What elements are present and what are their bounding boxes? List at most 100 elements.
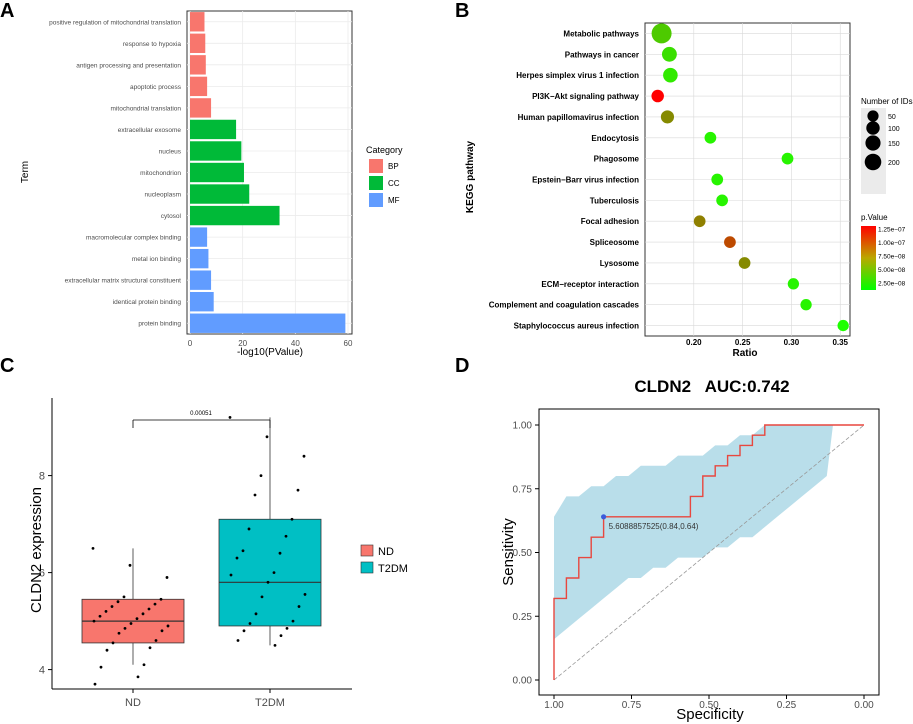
panel-b-point-10 bbox=[724, 236, 736, 248]
panel-b-point-4 bbox=[660, 110, 675, 124]
panel-c-y-tick: 6 bbox=[39, 568, 45, 580]
panel-c-point-nd bbox=[159, 597, 163, 601]
panel-c-significance-label: 0.00051 bbox=[190, 411, 212, 417]
panel-b-point-6 bbox=[781, 152, 794, 165]
panel-b-pathway-label: Spliceosome bbox=[590, 238, 640, 247]
panel-c-point-nd bbox=[122, 595, 126, 599]
panel-c-y-tick: 4 bbox=[39, 665, 45, 677]
panel-b-x-tick: 0.30 bbox=[784, 338, 800, 347]
panel-c-point-t2dm bbox=[260, 595, 264, 599]
panel-d-y-axis-title: Sensitivity bbox=[500, 518, 517, 586]
panel-c-point-nd bbox=[111, 641, 115, 645]
panel-c-point-t2dm bbox=[259, 474, 263, 477]
panel-b-pathway-label: Focal adhesion bbox=[581, 217, 639, 226]
panel-b-y-axis-title: KEGG pathway bbox=[465, 140, 476, 213]
panel-a-bar-11 bbox=[190, 248, 209, 269]
panel-c-point-t2dm bbox=[303, 593, 307, 596]
panel-a-bar-2 bbox=[190, 55, 206, 75]
panel-b-point-0 bbox=[651, 23, 672, 44]
panel-b-color-legend-title: p.Value bbox=[861, 213, 888, 222]
panel-b-pathway-label: Metabolic pathways bbox=[563, 29, 639, 38]
panel-a-bar-1 bbox=[190, 33, 206, 53]
panel-a-term-label: apoptotic process bbox=[130, 84, 182, 91]
panel-c-point-t2dm bbox=[266, 580, 270, 584]
panel-c-point-t2dm bbox=[265, 435, 269, 439]
panel-a-bar-9 bbox=[190, 205, 280, 226]
panel-d-y-tick: 0.25 bbox=[513, 612, 533, 623]
panel-d-roc-curve bbox=[553, 424, 864, 680]
panel-a-x-tick: 20 bbox=[238, 339, 247, 348]
panel-b-pathway-label: Phagosome bbox=[594, 155, 640, 164]
panel-c-point-nd bbox=[165, 576, 169, 579]
panel-b-pathway-label: Complement and coagulation cascades bbox=[489, 301, 640, 310]
panel-d-best-threshold-label: 5.6088857525(0.84,0.64) bbox=[609, 522, 699, 531]
panel-c-point-t2dm bbox=[297, 605, 301, 608]
panel-b: Metabolic pathways Pathways in cancer Herp… bbox=[465, 22, 913, 359]
panel-b-size-label: 150 bbox=[888, 141, 900, 148]
panel-c-point-nd bbox=[129, 622, 133, 625]
panel-a-term-label: nucleus bbox=[159, 148, 182, 155]
panel-c-point-nd bbox=[142, 663, 146, 667]
panel-a-bar-12 bbox=[190, 270, 212, 290]
panel-b-pathway-label: Tuberculosis bbox=[590, 196, 640, 205]
panel-a-legend-key-cc bbox=[369, 176, 383, 190]
panel-c-point-t2dm bbox=[284, 534, 288, 538]
panel-c-point-nd bbox=[98, 614, 102, 618]
panel-d-best-threshold-point bbox=[601, 514, 607, 520]
panel-d-chance-line bbox=[553, 424, 865, 681]
panel-b-size-key-100 bbox=[866, 121, 880, 135]
panel-b-pathway-label: Endocytosis bbox=[591, 134, 639, 143]
panel-b-point-7 bbox=[711, 173, 724, 186]
panel-b-pathway-label: Staphylococcus aureus infection bbox=[514, 322, 639, 331]
panel-label-b: B bbox=[455, 0, 469, 22]
panel-b-point-13 bbox=[800, 299, 812, 311]
panel-d-y-tick: 0.75 bbox=[513, 484, 533, 495]
panel-c-point-nd bbox=[104, 610, 108, 613]
panel-c-point-t2dm bbox=[236, 639, 240, 642]
panel-d-y-tick: 0.50 bbox=[513, 548, 533, 559]
panel-a-legend-label: MF bbox=[388, 196, 400, 205]
panel-c-point-nd bbox=[92, 619, 96, 623]
panel-a-term-label: extracellular exosome bbox=[118, 127, 182, 134]
panel-b-pathway-label: Human papillomavirus infection bbox=[518, 113, 639, 122]
panel-c-point-nd bbox=[154, 639, 158, 642]
panel-a-term-label: identical protein binding bbox=[113, 299, 182, 306]
panel-a-term-label: macromolecular complex binding bbox=[86, 235, 181, 242]
panel-b-color-label: 5.00e−08 bbox=[878, 267, 906, 274]
panel-b-size-label: 100 bbox=[888, 126, 900, 133]
panel-a-x-tick: 60 bbox=[344, 339, 353, 348]
panel-a-term-label: nucleoplasm bbox=[145, 192, 182, 199]
panel-a-bar-8 bbox=[190, 184, 250, 204]
panel-b-size-label: 200 bbox=[888, 160, 900, 167]
panel-c-point-t2dm bbox=[242, 629, 246, 633]
panel-d-title: CLDN2 AUC:0.742 bbox=[634, 377, 789, 396]
panel-c-point-nd bbox=[99, 665, 103, 669]
panel-d-x-tick: 1.00 bbox=[544, 700, 564, 711]
panel-d-x-tick: 0.00 bbox=[854, 700, 874, 711]
panel-c-point-nd bbox=[116, 600, 120, 604]
panel-b-x-axis-title: Ratio bbox=[733, 348, 758, 359]
panel-c: 4 6 8 ND T2DM 0.00051 CLDN2 expression ND T2… bbox=[28, 398, 408, 709]
panel-c-y-tick: 8 bbox=[39, 471, 45, 483]
panel-a-term-label: extracellular matrix structural constitu… bbox=[65, 278, 182, 285]
panel-a-term-label: protein binding bbox=[138, 321, 181, 328]
panel-c-point-nd bbox=[148, 646, 152, 650]
panel-b-size-key-200 bbox=[864, 153, 882, 171]
panel-b-point-8 bbox=[716, 194, 728, 207]
panel-d-x-axis-title: Specificity bbox=[676, 706, 744, 723]
panel-c-point-t2dm bbox=[228, 416, 232, 419]
panel-b-point-2 bbox=[663, 67, 678, 83]
panel-c-point-t2dm bbox=[273, 643, 277, 647]
panel-d-y-tick: 1.00 bbox=[513, 421, 533, 432]
panel-d-x-tick: 0.25 bbox=[777, 700, 797, 711]
panel-c-point-nd bbox=[91, 546, 95, 550]
panel-b-size-key-150 bbox=[865, 135, 881, 151]
panel-c-y-axis-title: CLDN2 expression bbox=[28, 487, 45, 613]
panel-c-point-nd bbox=[136, 675, 140, 679]
panel-b-pathway-label: ECM−receptor interaction bbox=[541, 280, 639, 289]
panel-b-color-bar bbox=[861, 226, 876, 290]
panel-c-x-tick: T2DM bbox=[255, 697, 285, 709]
panel-b-x-tick: 0.25 bbox=[735, 338, 751, 347]
panel-c-point-nd bbox=[135, 617, 139, 621]
